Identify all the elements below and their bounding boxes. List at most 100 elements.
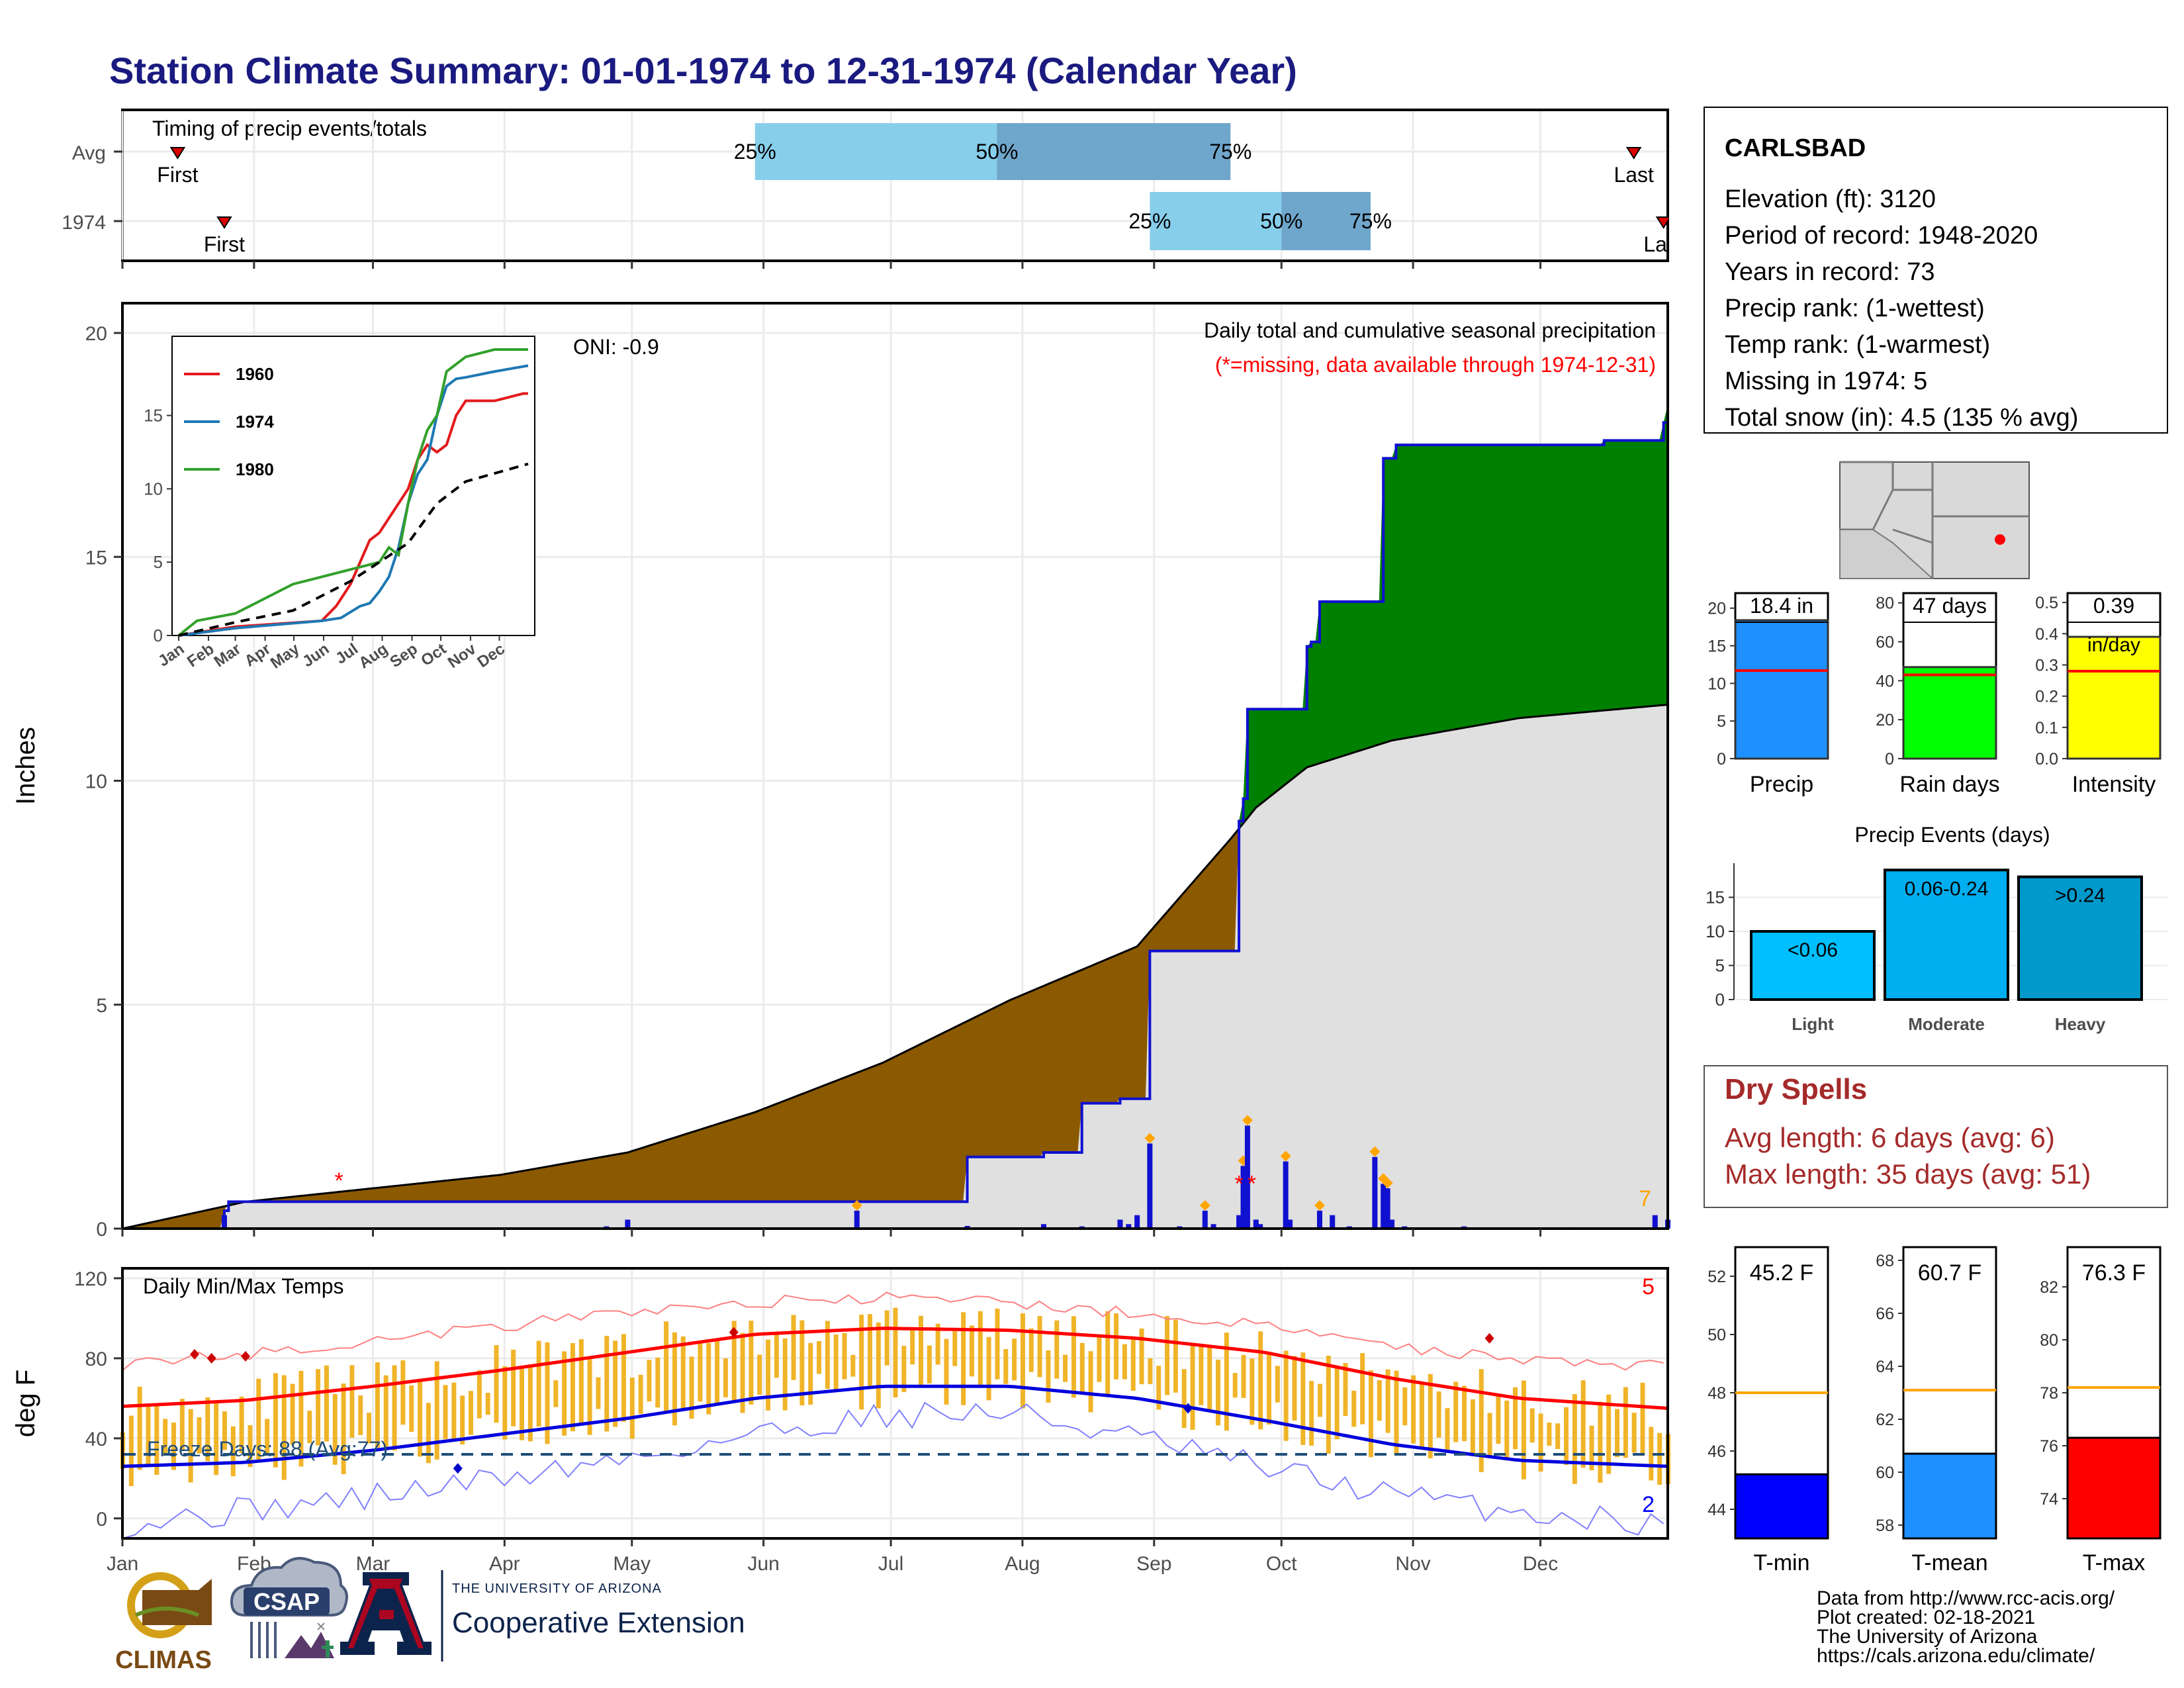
- daily-temp-bar: [1631, 1413, 1637, 1453]
- daily-temp-bar: [1130, 1339, 1136, 1391]
- above-average-area: [1239, 404, 1668, 829]
- timing-row-label-avg: Avg: [72, 142, 106, 164]
- daily-precip-bar: [625, 1219, 631, 1229]
- daily-temp-bar: [935, 1323, 940, 1365]
- temp-bar-tick-label: 66: [1876, 1305, 1894, 1323]
- daily-temp-bar: [1470, 1399, 1475, 1456]
- daily-precip-bar: [1372, 1156, 1378, 1229]
- annual-bar-tick-label: 0.1: [2035, 719, 2058, 737]
- ua-big-text: Cooperative Extension: [452, 1607, 745, 1639]
- timing-clip-mask: [1669, 106, 1696, 265]
- daily-temp-bar: [1521, 1380, 1526, 1479]
- daily-temp-bar: [1054, 1320, 1060, 1379]
- daily-temp-bar: [128, 1415, 134, 1487]
- inset-ytick-label: 10: [144, 479, 163, 498]
- daily-temp-bar: [426, 1403, 431, 1464]
- daily-precip-bar: [1236, 1215, 1242, 1229]
- month-label: Jul: [878, 1553, 903, 1575]
- events-bar: [2017, 875, 2143, 1001]
- month-label: May: [613, 1553, 651, 1575]
- record-high-marker-icon: [1484, 1333, 1494, 1344]
- daily-temp-bar: [1079, 1342, 1085, 1393]
- annual-bars: 18.4 in 0 5 10 15 20 Precip 47 days 0 20 40 60 80 Rai…: [1707, 592, 2161, 797]
- daily-temp-bar: [918, 1315, 923, 1388]
- cumulative-precip-line: [122, 404, 1669, 1230]
- daily-temp-bar: [392, 1365, 397, 1451]
- inset-series-line: [177, 348, 528, 637]
- daily-temp-bar: [349, 1365, 355, 1438]
- record-precip-marker-icon: [1242, 1115, 1253, 1126]
- daily-temp-bar: [179, 1399, 185, 1450]
- daily-temp-bar: [222, 1411, 227, 1450]
- record-high-count: 5: [1642, 1274, 1655, 1299]
- timing-panel-title: Timing of precip events/totals: [152, 117, 427, 140]
- csap-logo-text: CSAP: [253, 1588, 320, 1615]
- daily-temp-bar: [1267, 1354, 1272, 1425]
- quartile-label: 50%: [976, 140, 1018, 164]
- daily-temp-bar: [706, 1342, 711, 1415]
- daily-temp-bar: [680, 1336, 686, 1410]
- daily-temp-bar: [400, 1360, 406, 1425]
- daily-temp-bar: [1572, 1393, 1577, 1484]
- events-bar-label: <0.06: [1788, 939, 1838, 961]
- annual-bar-tick-label: 80: [1876, 594, 1894, 613]
- daily-temp-bar: [1046, 1350, 1051, 1403]
- daily-precip-bar: [1210, 1224, 1216, 1229]
- daily-temp-bar: [1538, 1413, 1543, 1472]
- temp-bar-value: 76.3 F: [2082, 1260, 2146, 1286]
- record-high-marker-icon: [241, 1350, 251, 1362]
- daily-precip-bar: [1117, 1219, 1123, 1229]
- daily-temp-bar: [1241, 1354, 1246, 1398]
- temp-bar-tick-label: 78: [2040, 1384, 2058, 1403]
- daily-temp-bar: [1385, 1369, 1390, 1433]
- quartile-label: 75%: [1209, 140, 1251, 164]
- temp-bar: [2066, 1436, 2161, 1540]
- temp-bar-tick-label: 52: [1707, 1268, 1726, 1286]
- month-label: Jan: [107, 1553, 138, 1575]
- month-label: Sep: [1136, 1553, 1171, 1575]
- daily-temp-bar: [316, 1369, 321, 1446]
- daily-temp-bar: [1360, 1353, 1365, 1425]
- record-precip-marker-icon: [1369, 1146, 1381, 1157]
- daily-temp-bar: [757, 1354, 762, 1395]
- daily-temp-bar: [1623, 1387, 1628, 1458]
- event-marker-icon: [216, 216, 232, 229]
- temp-bar-tick-label: 48: [1707, 1384, 1726, 1403]
- daily-temp-bar: [774, 1333, 779, 1378]
- annual-bar-tick-label: 0: [1885, 750, 1894, 769]
- daily-precip-bar: [1134, 1215, 1140, 1229]
- precip-ytick-label: 5: [96, 995, 107, 1017]
- record-high-marker-icon: [206, 1352, 216, 1364]
- location-map: [1839, 461, 2030, 579]
- daily-temp-bar: [239, 1396, 244, 1454]
- temp-bar-tick-label: 62: [1876, 1411, 1894, 1429]
- event-marker-label: First: [157, 163, 198, 187]
- daily-temp-bar: [1496, 1395, 1501, 1444]
- annual-bar-unit: in/day: [2087, 634, 2140, 656]
- daily-temp-bar: [469, 1391, 474, 1435]
- daily-temp-bar: [672, 1332, 677, 1426]
- station-line: Precip rank: (1-wettest): [1725, 295, 1985, 322]
- daily-temp-bar: [248, 1425, 253, 1468]
- daily-temp-bar: [307, 1411, 312, 1444]
- record-precip-marker-icon: [1314, 1199, 1325, 1211]
- temp-bar-tick-label: 76: [2040, 1437, 2058, 1456]
- record-max-line: [122, 1291, 1664, 1371]
- daily-temp-bar: [1063, 1354, 1068, 1382]
- daily-temp-bar: [358, 1395, 363, 1435]
- daily-temp-bar: [1207, 1346, 1212, 1412]
- daily-temp-bar: [146, 1404, 151, 1468]
- dry-spells-max: Max length: 35 days (avg: 51): [1725, 1158, 2091, 1190]
- daily-temp-bar: [1037, 1316, 1042, 1378]
- footer-line: https://cals.arizona.edu/climate/: [1817, 1645, 2095, 1667]
- temp-bar-tick-label: 74: [2040, 1490, 2058, 1509]
- event-marker-icon: [169, 147, 186, 160]
- daily-temp-bar: [298, 1370, 304, 1467]
- daily-temp-bar: [1300, 1352, 1306, 1445]
- daily-temp-bar: [1453, 1382, 1459, 1442]
- event-marker-label: Last: [1614, 163, 1654, 187]
- annual-bar-xlabel: Intensity: [2072, 772, 2156, 797]
- daily-temp-bar: [1105, 1311, 1111, 1395]
- station-line: Temp rank: (1-warmest): [1725, 331, 1990, 359]
- daily-precip-bar: [1257, 1224, 1263, 1229]
